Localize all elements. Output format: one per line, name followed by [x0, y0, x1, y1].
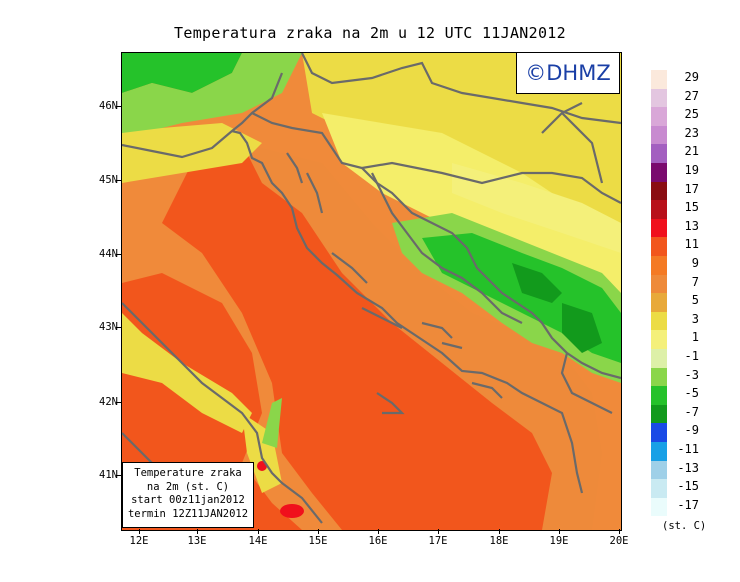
lon-label-19e: 19E [549, 535, 569, 547]
field-cold-spot-1 [512, 263, 562, 303]
legend-label: 13 [684, 218, 699, 233]
legend-label: 9 [691, 256, 699, 270]
x-tick [438, 529, 439, 534]
lon-label-12e: 12E [129, 535, 149, 547]
legend-label: 5 [691, 293, 699, 308]
legend-swatch [651, 144, 667, 163]
legend-swatch [651, 386, 667, 405]
field-hot-spot [280, 504, 304, 518]
legend-label: -11 [677, 442, 699, 456]
x-tick [318, 529, 319, 534]
legend-label: 23 [684, 125, 699, 140]
legend-label: 3 [691, 311, 699, 326]
lon-label-15e: 15E [308, 535, 328, 547]
legend-swatch [651, 293, 667, 312]
legend-swatch [651, 460, 667, 480]
legend-label: -5 [684, 386, 699, 401]
dhmz-copyright-box: ©DHMZ [516, 52, 620, 94]
x-tick [559, 529, 560, 534]
legend-swatch [651, 330, 667, 349]
legend-swatch [651, 88, 667, 108]
x-tick [619, 529, 620, 534]
legend-swatch [651, 163, 667, 182]
legend-swatch [651, 404, 667, 424]
legend-label: -3 [684, 367, 699, 382]
legend-swatch [651, 107, 667, 126]
legend-swatch [651, 367, 667, 387]
field-coastal-band [242, 143, 602, 530]
legend-label: 29 [684, 70, 699, 84]
legend-swatch [651, 70, 667, 89]
lon-label-14e: 14E [248, 535, 268, 547]
coastlines [122, 53, 621, 524]
legend-label: -7 [684, 404, 699, 419]
field-alpine-light [122, 53, 302, 133]
y-tick [116, 106, 121, 107]
legend-unit: (st. C) [662, 520, 707, 532]
legend-swatch [651, 423, 667, 442]
field-italy-green [262, 398, 282, 448]
lat-label-42n: 42N [99, 396, 118, 408]
legend-swatch [651, 200, 667, 219]
lat-label-44n: 44N [99, 248, 118, 260]
info-line-3: start 00z11jan2012 [131, 494, 245, 506]
info-line-4: termin 12Z11JAN2012 [127, 507, 249, 520]
legend-label: 7 [691, 274, 699, 289]
x-tick [197, 529, 198, 534]
y-tick [116, 475, 121, 476]
y-tick [116, 327, 121, 328]
lat-label-41n: 41N [99, 469, 118, 481]
legend-label: -17 [677, 497, 699, 512]
lon-label-20e: 20E [609, 535, 629, 547]
info-line-2: na 2m (st. C) [146, 480, 230, 493]
legend-swatch [651, 256, 667, 275]
legend-label: 25 [684, 107, 699, 122]
lat-label-46n: 46N [99, 100, 118, 112]
legend-swatch [651, 311, 667, 331]
legend-label: -15 [677, 479, 699, 494]
temperature-field [122, 53, 621, 530]
legend-label: -13 [677, 460, 699, 475]
legend-label: 27 [684, 88, 699, 103]
legend-swatch [651, 479, 667, 498]
info-box: Temperature zraka na 2m (st. C) start 00… [122, 462, 254, 528]
field-italy-streak [122, 313, 252, 433]
field-warm-adriatic [162, 153, 592, 530]
x-tick [139, 529, 140, 534]
legend-swatch [651, 237, 667, 256]
x-tick [378, 529, 379, 534]
legend-label: 11 [684, 237, 699, 252]
y-tick [116, 180, 121, 181]
legend-swatch [651, 125, 667, 145]
temperature-map [121, 52, 622, 531]
legend-label: -1 [684, 349, 699, 363]
lon-label-13e: 13E [187, 535, 207, 547]
legend-swatch [651, 442, 667, 461]
legend-swatch [651, 349, 667, 368]
legend-swatch [651, 274, 667, 294]
legend-label: 17 [684, 181, 699, 196]
lon-label-18e: 18E [489, 535, 509, 547]
info-line-1: Temperature zraka [134, 467, 242, 479]
legend-swatch [651, 181, 667, 201]
field-pale [452, 163, 621, 253]
legend-label: -9 [684, 423, 699, 438]
legend-swatch [651, 218, 667, 238]
legend-label: 21 [684, 144, 699, 159]
legend-label: 19 [684, 163, 699, 177]
field-cold-spot-2 [562, 303, 602, 353]
legend-swatch [651, 497, 667, 517]
legend-label: 1 [691, 330, 699, 345]
legend-label: 15 [684, 200, 699, 215]
x-tick [258, 529, 259, 534]
lat-label-45n: 45N [99, 174, 118, 186]
map-title: Temperatura zraka na 2m u 12 UTC 11JAN20… [174, 24, 566, 42]
lon-label-17e: 17E [428, 535, 448, 547]
lon-label-16e: 16E [368, 535, 388, 547]
lat-label-43n: 43N [99, 321, 118, 333]
x-tick [499, 529, 500, 534]
y-tick [116, 254, 121, 255]
y-tick [116, 402, 121, 403]
